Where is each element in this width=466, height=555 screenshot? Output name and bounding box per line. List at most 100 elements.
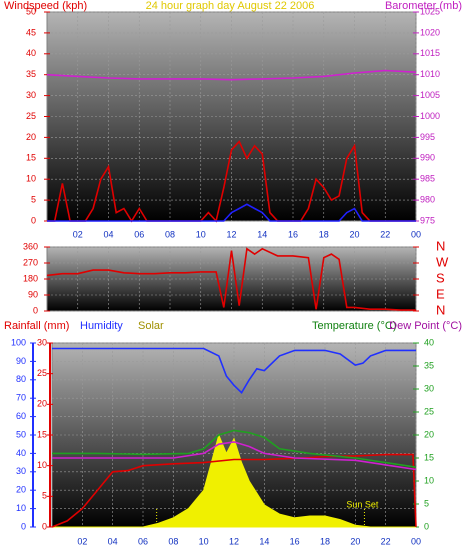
y-tick-label: 10 xyxy=(424,475,434,485)
series-line xyxy=(46,247,416,311)
y-tick-label: 90 xyxy=(16,356,26,366)
y-tick-label: 1015 xyxy=(420,48,440,58)
y-tick-label: N xyxy=(436,238,445,253)
y-tick-label: 30 xyxy=(37,337,47,347)
y-tick-label: 360 xyxy=(23,241,38,251)
y-tick-label: 70 xyxy=(16,393,26,403)
y-tick-label: 1005 xyxy=(420,90,440,100)
y-tick-label: 40 xyxy=(424,337,434,347)
y-tick-label: 5 xyxy=(42,491,47,501)
y-tick-label: 5 xyxy=(31,194,36,204)
y-tick-label: S xyxy=(436,270,445,285)
y-tick-label: 40 xyxy=(26,48,36,58)
y-tick-label: 15 xyxy=(424,452,434,462)
x-tick-label: 12 xyxy=(229,536,239,546)
x-tick-label: 08 xyxy=(165,229,175,239)
x-tick-label: 18 xyxy=(320,536,330,546)
x-tick-label: 14 xyxy=(257,229,267,239)
x-tick-label: 10 xyxy=(199,536,209,546)
y2-label: Temperature (°C) xyxy=(312,320,396,332)
y-tick-label: 0 xyxy=(424,521,429,531)
y-tick-label: 60 xyxy=(16,411,26,421)
y-label: Humidity xyxy=(80,320,123,332)
x-tick-label: 06 xyxy=(138,536,148,546)
series-line xyxy=(51,453,417,528)
y-tick-label: 50 xyxy=(16,429,26,439)
y-tick-label: 15 xyxy=(37,429,47,439)
y-tick-label: W xyxy=(436,254,449,269)
x-tick-label: 16 xyxy=(288,229,298,239)
x-tick-label: 08 xyxy=(168,536,178,546)
chart-title: 24 hour graph day August 22 2006 xyxy=(146,0,315,12)
y-tick-label: 40 xyxy=(16,448,26,458)
x-tick-label: 04 xyxy=(108,536,118,546)
y-tick-label: 50 xyxy=(26,6,36,16)
y-tick-label: 1000 xyxy=(420,111,440,121)
x-tick-label: 22 xyxy=(380,229,390,239)
y-tick-label: 980 xyxy=(420,194,435,204)
y-label: Solar xyxy=(138,320,164,332)
y-tick-label: 0 xyxy=(21,521,26,531)
series-line xyxy=(47,203,416,222)
y-tick-label: 995 xyxy=(420,132,435,142)
series-line xyxy=(47,140,416,223)
series-line xyxy=(52,441,417,471)
y-tick-label: 0 xyxy=(31,215,36,225)
y-tick-label: 20 xyxy=(424,429,434,439)
solar-area xyxy=(52,433,416,528)
y-tick-label: E xyxy=(436,286,445,301)
x-tick-label: 00 xyxy=(411,229,421,239)
x-tick-label: 00 xyxy=(411,536,421,546)
x-tick-label: 12 xyxy=(226,229,236,239)
x-tick-label: 10 xyxy=(196,229,206,239)
x-tick-label: 18 xyxy=(319,229,329,239)
y-tick-label: 10 xyxy=(26,174,36,184)
x-tick-label: 02 xyxy=(77,536,87,546)
x-tick-label: 04 xyxy=(103,229,113,239)
y-tick-label: N xyxy=(436,302,445,317)
y-tick-label: 975 xyxy=(420,215,435,225)
y-tick-label: 30 xyxy=(424,383,434,393)
y-tick-label: 20 xyxy=(16,485,26,495)
y-tick-label: 180 xyxy=(23,273,38,283)
y-tick-label: 15 xyxy=(26,153,36,163)
x-tick-label: 20 xyxy=(350,536,360,546)
y-tick-label: 5 xyxy=(424,498,429,508)
x-tick-label: 22 xyxy=(381,536,391,546)
y-tick-label: 25 xyxy=(424,406,434,416)
y-label: Windspeed (kph) xyxy=(4,0,87,12)
y-tick-label: 985 xyxy=(420,174,435,184)
y2-label: Barometer (mb) xyxy=(385,0,462,12)
series-line xyxy=(52,429,417,468)
y-tick-label: 25 xyxy=(37,368,47,378)
y-tick-label: 20 xyxy=(37,399,47,409)
y-tick-label: 35 xyxy=(424,360,434,370)
y-tick-label: 35 xyxy=(26,69,36,79)
x-tick-label: 06 xyxy=(134,229,144,239)
y-tick-label: 100 xyxy=(11,337,26,347)
y-tick-label: 90 xyxy=(28,289,38,299)
y-tick-label: 30 xyxy=(16,466,26,476)
y-tick-label: 1010 xyxy=(420,69,440,79)
y2-label: Dew Point (°C) xyxy=(389,320,462,332)
y-label: Rainfall (mm) xyxy=(4,320,69,332)
y-tick-label: 30 xyxy=(26,90,36,100)
series-line xyxy=(52,347,416,394)
series-line xyxy=(46,69,417,81)
y-tick-label: 20 xyxy=(26,132,36,142)
x-tick-label: 16 xyxy=(290,536,300,546)
y-tick-label: 45 xyxy=(26,27,36,37)
y-tick-label: 0 xyxy=(42,521,47,531)
y-tick-label: 10 xyxy=(37,460,47,470)
y-tick-label: 1020 xyxy=(420,27,440,37)
x-tick-label: 20 xyxy=(349,229,359,239)
annotation: Sun Set xyxy=(346,499,379,509)
y-tick-label: 990 xyxy=(420,153,435,163)
x-tick-label: 02 xyxy=(73,229,83,239)
y-tick-label: 80 xyxy=(16,374,26,384)
y-tick-label: 1025 xyxy=(420,6,440,16)
x-tick-label: 14 xyxy=(259,536,269,546)
y-tick-label: 10 xyxy=(16,503,26,513)
y-tick-label: 25 xyxy=(26,111,36,121)
